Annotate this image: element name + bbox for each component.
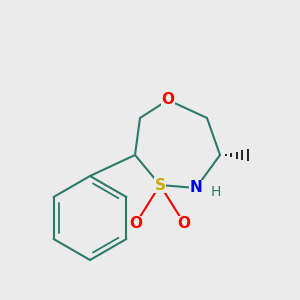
Text: N: N xyxy=(190,181,202,196)
Text: O: O xyxy=(130,217,142,232)
Text: S: S xyxy=(154,178,166,193)
Text: O: O xyxy=(161,92,175,107)
Text: O: O xyxy=(178,217,190,232)
Text: H: H xyxy=(211,185,221,199)
